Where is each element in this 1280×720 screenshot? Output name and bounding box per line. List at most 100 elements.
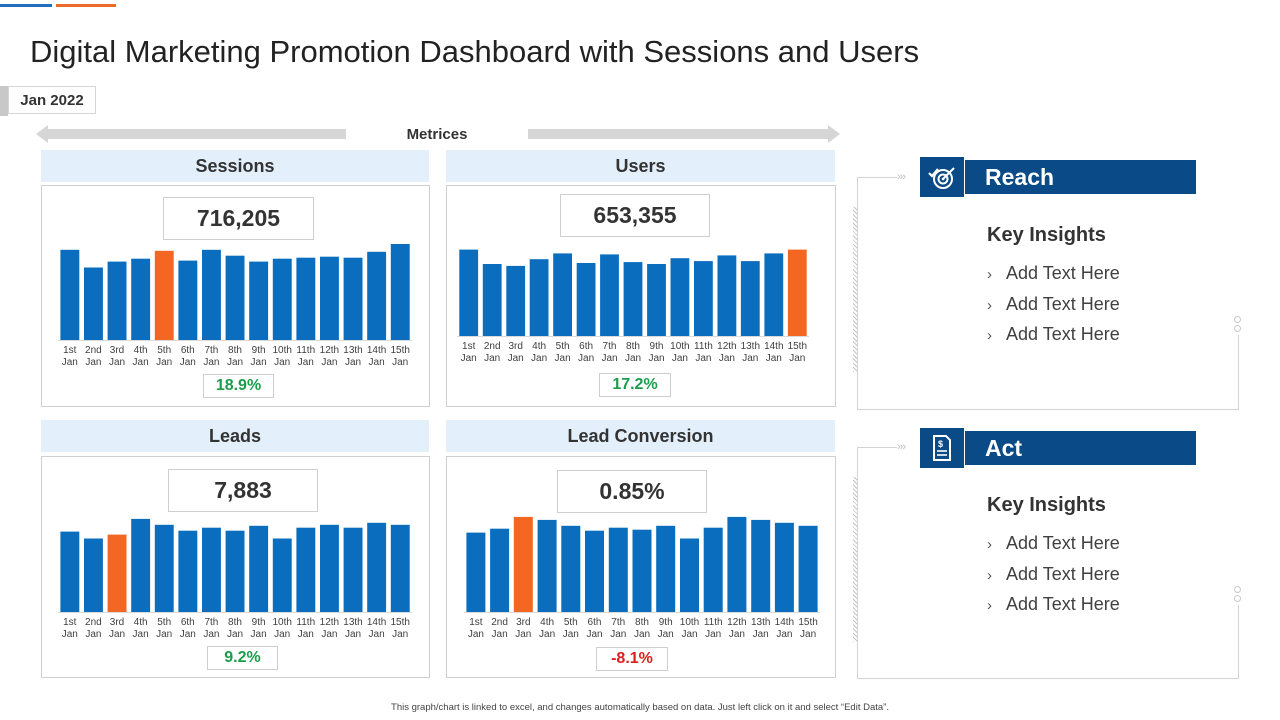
x-tick-label: 11th [296,345,315,356]
bar-3[interactable] [107,261,127,340]
x-tick-label: 13th [343,345,362,356]
lead-conversion-total: 0.85% [557,470,707,513]
x-tick-label: 15th [390,345,409,356]
x-tick-label: Jan [156,629,172,640]
bar-11[interactable] [703,527,723,612]
bar-6[interactable] [178,530,198,612]
bar-9[interactable] [656,525,676,612]
bar-8[interactable] [225,530,245,612]
metrics-right-arrow [528,125,840,143]
bar-4[interactable] [537,519,557,612]
bar-2[interactable] [490,528,510,612]
bar-5[interactable] [553,253,572,336]
chevron-right-icon: › [987,536,992,553]
x-tick-label: 12th [320,617,339,628]
bar-13[interactable] [343,257,363,340]
bar-15[interactable] [787,249,807,336]
bar-3[interactable] [513,516,533,612]
bar-9[interactable] [249,525,269,612]
bar-12[interactable] [320,256,339,340]
bar-5[interactable] [561,525,581,612]
x-tick-label: Jan [392,357,408,368]
bar-7[interactable] [600,254,619,336]
x-tick-label: Jan [62,357,78,368]
bar-10[interactable] [670,258,690,336]
bar-12[interactable] [320,524,339,612]
x-tick-label: 10th [272,345,291,356]
bar-11[interactable] [296,527,316,612]
bar-8[interactable] [623,262,643,336]
act-frame [857,605,1239,679]
bar-15[interactable] [390,524,410,612]
bar-4[interactable] [131,518,151,612]
leads-chart[interactable]: 1stJan2ndJan3rdJan4thJan5thJan6thJan7thJ… [58,514,412,646]
x-tick-label: 11th [296,617,315,628]
bar-6[interactable] [585,530,604,612]
users-chart[interactable]: 1stJan2ndJan3rdJan4thJan5thJan6thJan7thJ… [457,240,809,370]
bar-1[interactable] [459,249,479,336]
bar-15[interactable] [798,525,818,612]
bar-10[interactable] [272,538,292,613]
bar-15[interactable] [390,244,410,340]
bar-1[interactable] [60,531,80,612]
x-tick-label: 13th [741,341,760,352]
sessions-chart[interactable]: 1stJan2ndJan3rdJan4thJan5thJan6thJan7thJ… [58,242,412,374]
bar-7[interactable] [202,249,221,340]
x-tick-label: Jan [578,353,594,364]
x-tick-label: Jan [85,357,101,368]
bar-7[interactable] [202,527,221,612]
bar-14[interactable] [764,253,784,336]
x-tick-label: Jan [251,357,267,368]
x-tick-label: Jan [508,353,524,364]
bar-14[interactable] [367,251,387,340]
x-tick-label: 3rd [516,617,530,628]
x-tick-label: Jan [681,629,697,640]
bar-11[interactable] [296,257,316,340]
bar-13[interactable] [740,261,760,336]
x-tick-label: 14th [367,345,386,356]
bar-10[interactable] [272,258,292,340]
bar-1[interactable] [466,532,486,612]
users-change: 17.2% [599,373,671,397]
x-tick-label: 6th [579,341,593,352]
bar-11[interactable] [694,261,713,336]
bar-3[interactable] [506,265,526,336]
x-tick-label: 4th [134,345,148,356]
bar-9[interactable] [249,261,269,340]
x-tick-label: Jan [800,629,816,640]
act-header: Act [965,431,1196,465]
x-tick-label: 15th [798,617,817,628]
bar-12[interactable] [717,255,737,336]
bar-14[interactable] [774,522,794,612]
bar-4[interactable] [131,258,151,340]
bar-10[interactable] [680,538,699,613]
bar-2[interactable] [482,264,502,336]
x-tick-label: 6th [181,617,195,628]
chevron-right-icon: › [987,597,992,614]
reach-ring-top [1234,316,1241,323]
lead-conversion-header: Lead Conversion [446,420,835,452]
x-tick-label: Jan [515,629,531,640]
bar-3[interactable] [107,534,127,612]
bar-1[interactable] [60,249,80,340]
x-tick-label: Jan [719,353,735,364]
x-tick-label: 9th [659,617,673,628]
bar-6[interactable] [576,263,596,336]
bar-7[interactable] [608,527,628,612]
lead-conversion-chart[interactable]: 1stJan2ndJan3rdJan4thJan5thJan6thJan7thJ… [464,514,820,646]
bar-2[interactable] [84,538,103,613]
bar-13[interactable] [343,527,363,612]
bar-8[interactable] [632,529,652,612]
bar-5[interactable] [154,250,174,340]
bar-5[interactable] [154,524,174,612]
bar-14[interactable] [367,522,387,612]
bar-2[interactable] [84,267,103,341]
bar-8[interactable] [225,255,245,340]
bar-12[interactable] [727,516,747,612]
x-tick-label: Jan [133,629,149,640]
bar-13[interactable] [751,519,771,612]
bar-6[interactable] [178,260,198,340]
bar-4[interactable] [529,259,549,336]
x-tick-label: Jan [625,353,641,364]
bar-9[interactable] [647,264,666,336]
